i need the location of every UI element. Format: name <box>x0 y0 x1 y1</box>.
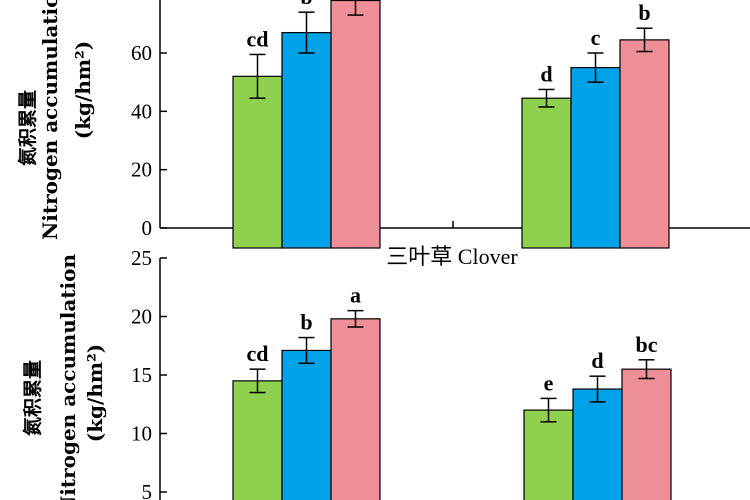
y-tick-label: 20 <box>131 305 152 329</box>
significance-letter: b <box>638 0 650 25</box>
y-tick-label: 40 <box>131 99 152 123</box>
significance-letter: e <box>544 370 554 395</box>
significance-letter: d <box>540 61 552 86</box>
bar <box>232 75 283 249</box>
bar <box>619 39 670 249</box>
y-axis-label-cn: 氮积累量 <box>16 90 39 166</box>
significance-letter: d <box>591 348 603 373</box>
bar <box>572 388 623 500</box>
bar <box>521 97 572 249</box>
bar <box>621 368 672 500</box>
y-tick-label: 5 <box>142 480 153 500</box>
y-tick-label: 25 <box>131 246 152 270</box>
bar <box>232 380 283 500</box>
bar <box>330 0 381 249</box>
significance-letter: cd <box>247 341 269 366</box>
y-tick-label: 20 <box>131 158 152 182</box>
panel-title-clover: 三叶草 Clover <box>386 244 518 269</box>
bar <box>281 349 332 500</box>
y-tick-label: 60 <box>131 41 152 65</box>
bar <box>330 318 381 500</box>
y-axis-label: 氮积累量 Nitrogen accumulation (kg/hm²) <box>21 254 107 500</box>
y-tick-label: 15 <box>131 363 152 387</box>
bar <box>281 31 332 249</box>
chart-panel-nitrogen-top: 氮积累量 Nitrogen accumulation (kg/hm²) 0 20 4… <box>16 0 750 249</box>
y-axis-label: 氮积累量 Nitrogen accumulation (kg/hm²) <box>16 0 95 240</box>
y-axis-label-cn: 氮积累量 <box>21 360 44 436</box>
significance-letter: c <box>591 25 601 50</box>
significance-letter: cd <box>247 26 269 51</box>
significance-letter: a <box>350 283 361 308</box>
bar <box>523 409 574 500</box>
significance-letter: b <box>300 0 312 9</box>
bar <box>570 66 621 249</box>
y-axis-label-en: Nitrogen accumulation <box>56 254 80 500</box>
significance-letter: bc <box>636 332 658 357</box>
y-axis-label-unit: (kg/hm²) <box>83 344 107 443</box>
y-axis-label-en: Nitrogen accumulation <box>38 0 62 240</box>
significance-letter: b <box>300 310 312 335</box>
y-tick-label: 10 <box>131 422 152 446</box>
y-tick-label: 0 <box>142 216 153 240</box>
y-axis-label-unit: (kg/hm²) <box>71 41 95 140</box>
chart-panel-clover: 氮积累量 Nitrogen accumulation (kg/hm²) 5 10 1… <box>21 246 672 500</box>
